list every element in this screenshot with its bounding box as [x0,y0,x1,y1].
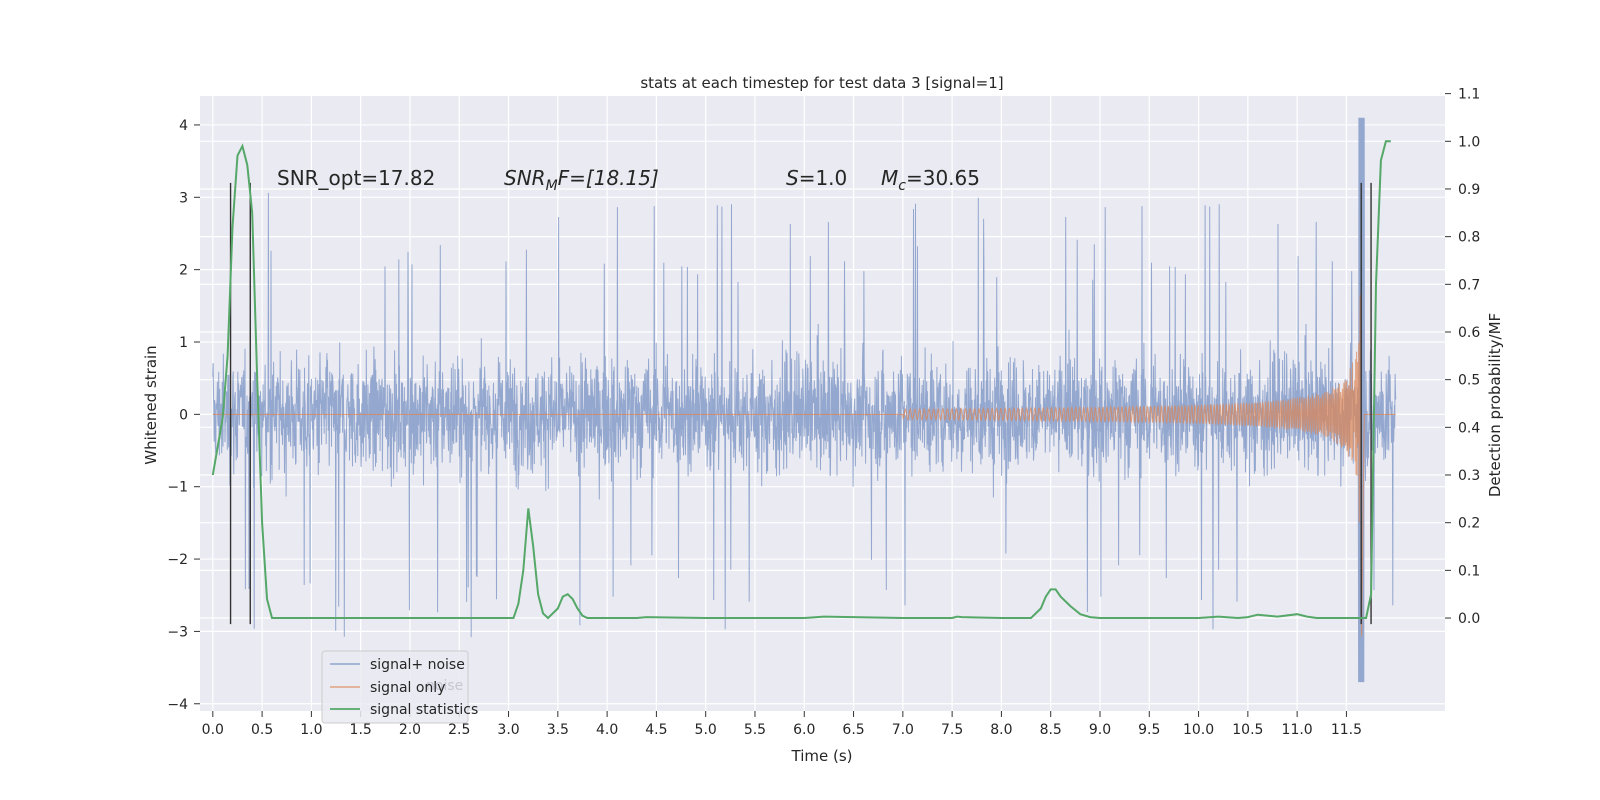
y2-axis-label: Detection probability/MF [1486,313,1504,497]
y-axis-label: Whitened strain [142,345,160,464]
y2-tick-label: 1.0 [1458,134,1480,150]
y2-tick-label: 0.2 [1458,516,1480,532]
y2-tick-label: 0.1 [1458,563,1480,579]
x-tick-label: 3.5 [547,722,569,738]
y2-tick-label: 0.4 [1458,420,1480,436]
legend-ghost-text: noise [426,678,463,694]
y2-tick-label: 0.9 [1458,182,1480,198]
stats-line [211,140,1391,620]
s-value: =1.0 [799,166,848,190]
y-tick-label: 4 [179,118,188,134]
mc-value: =30.65 [906,166,980,190]
x-tick-label: 8.5 [1040,722,1062,738]
s-symbol: S [786,166,799,190]
x-tick-label: 5.5 [744,722,766,738]
y2-tick-label: 0.6 [1458,325,1480,341]
y2-tick-label: 0.7 [1458,277,1480,293]
y2-tick-label: 0.5 [1458,373,1480,389]
annotation-snr-mf: SNRMF=[18.15] [504,166,659,194]
x-tick-label: 1.0 [300,722,322,738]
annotation-snr-opt: SNR_opt=17.82 [277,166,435,190]
y-tick-label: 1 [179,335,188,351]
x-axis-label: Time (s) [791,747,853,765]
x-tick-label: 7.0 [892,722,914,738]
y-tick-label: 2 [179,263,188,279]
snr-mf-rest: F=[18.15] [558,166,659,190]
legend-box [321,650,469,724]
axis-ticks: 0.0 0.5 1.0 1.5 2.0 2.5 3.0 3.5 4.0 4.5 5.0 5.5 6.0 6… [167,87,1480,738]
x-tick-label: 4.0 [596,722,618,738]
x-tick-label: 10.0 [1183,722,1214,738]
x-tick-label: 0.0 [202,722,224,738]
y2-tick-label: 0.8 [1458,230,1480,246]
y2-tick-label: 1.1 [1458,87,1480,103]
legend-label-stats: signal statistics [370,702,478,718]
x-tick-label: 8.0 [990,722,1012,738]
x-tick-label: 7.5 [941,722,963,738]
x-tick-label: 2.5 [448,722,470,738]
x-tick-label: 9.0 [1089,722,1111,738]
legend-label-signal: signal only [370,680,445,696]
series-signal-only [212,295,1396,637]
y-tick-label: −2 [167,552,188,568]
x-tick-label: 2.0 [399,722,421,738]
y-tick-label: −3 [167,624,188,640]
y-tick-label: −1 [167,480,188,496]
signal-line [212,295,1396,637]
y-tick-label: −4 [167,697,188,713]
series-signal-statistics [211,140,1391,620]
x-tick-label: 6.5 [842,722,864,738]
x-tick-label: 11.0 [1282,722,1313,738]
x-tick-label: 6.0 [793,722,815,738]
y2-tick-label: 0.0 [1458,611,1480,627]
mc-symbol: M [881,166,898,190]
vertical-markers [229,182,1372,625]
x-tick-label: 5.0 [695,722,717,738]
x-tick-label: 9.5 [1138,722,1160,738]
x-tick-label: 10.5 [1232,722,1263,738]
snr-mf-subscript: M [546,178,558,194]
y-tick-label: 3 [179,190,188,206]
legend-label-noise: signal+ noise [370,657,465,673]
x-tick-label: 3.0 [497,722,519,738]
chart-title: stats at each timestep for test data 3 [… [640,74,1003,92]
x-tick-label: 4.5 [645,722,667,738]
snr-mf-symbol: SNR [504,166,546,190]
legend: noise signal+ noise signal only signal s… [321,650,478,724]
x-tick-label: 1.5 [350,722,372,738]
annotation-s: S=1.0 [786,166,847,190]
y-tick-label: 0 [179,407,188,423]
y2-tick-label: 0.3 [1458,468,1480,484]
annotation-mc: Mc=30.65 [881,166,980,194]
mc-subscript: c [898,178,906,194]
x-tick-label: 0.5 [251,722,273,738]
x-tick-label: 11.5 [1331,722,1362,738]
